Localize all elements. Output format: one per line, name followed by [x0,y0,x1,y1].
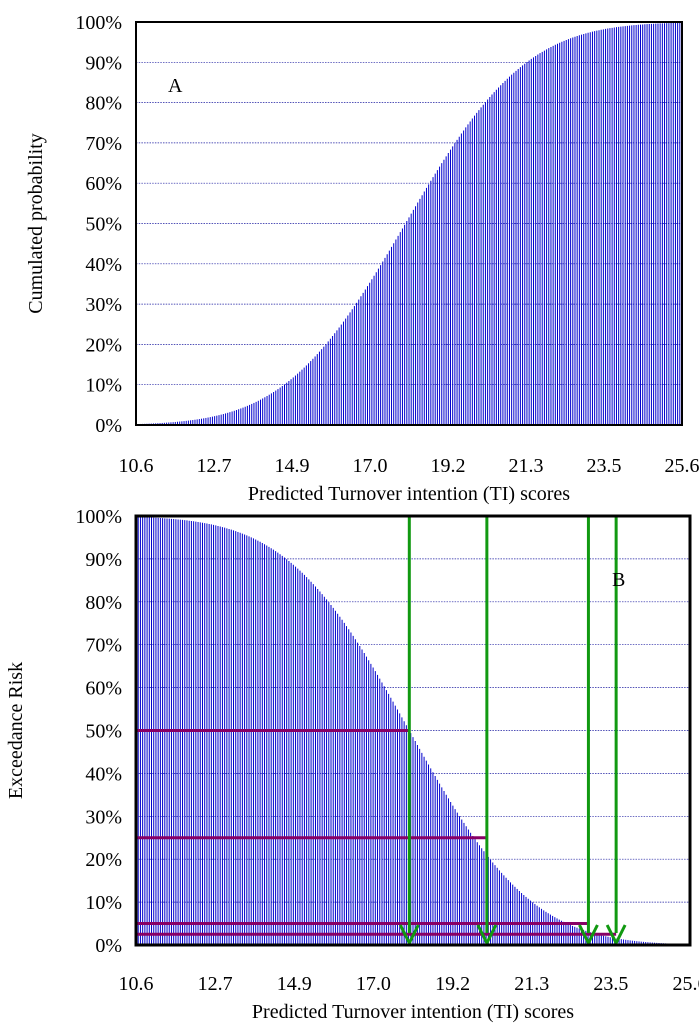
risk-arrow-head [476,924,498,947]
x-tick-label: 25.6 [665,455,699,477]
y-tick-label: 10% [85,375,122,397]
y-tick-label: 0% [95,935,122,957]
y-tick-label: 20% [85,849,122,871]
x-tick-label: 17.0 [353,455,388,477]
y-tick-label: 80% [85,592,122,614]
y-tick-label: 50% [85,214,122,236]
y-tick-label: 90% [85,52,122,74]
y-ticks-b: 0% 10% 20% 30% 40% 50% 60% 70% 80% 90% 100% [75,506,122,957]
x-tick-label: 12.7 [197,455,232,477]
panel-a: 0% 10% 20% 30% 40% 50% 60% 70% 80% 90% 100% 10.6 12… [25,12,699,505]
x-tick-label: 14.9 [275,455,310,477]
y-tick-label: 40% [85,254,122,276]
x-axis-label-a: Predicted Turnover intention (TI) scores [248,483,570,505]
x-tick-label: 23.5 [593,973,628,995]
x-tick-label: 21.3 [509,455,544,477]
plot-area-a [135,21,683,426]
y-tick-label: 30% [85,294,122,316]
panel-label-b: B [612,569,625,591]
risk-lines-b [136,729,617,936]
bars-a [137,22,683,425]
y-axis-label-b: Exceedance Risk [5,662,27,799]
risk-arrow-head [398,924,420,947]
y-tick-label: 30% [85,806,122,828]
y-tick-label: 70% [85,635,122,657]
plot-area-b [134,514,692,947]
risk-arrows-b [398,516,627,947]
y-tick-label: 100% [75,12,122,34]
y-ticks-a: 0% 10% 20% 30% 40% 50% 60% 70% 80% 90% 100% [75,12,122,437]
y-tick-label: 0% [95,415,122,437]
x-ticks-b: 10.6 12.7 14.9 17.0 19.2 21.3 23.5 25.6 [119,973,699,995]
x-tick-label: 21.3 [514,973,549,995]
y-tick-label: 10% [85,892,122,914]
x-tick-label: 17.0 [356,973,391,995]
y-tick-label: 50% [85,721,122,743]
y-tick-label: 60% [85,173,122,195]
x-axis-label-b: Predicted Turnover intention (TI) scores [252,1001,574,1023]
x-tick-label: 10.6 [119,455,154,477]
x-tick-label: 10.6 [119,973,154,995]
y-tick-label: 40% [85,763,122,785]
x-ticks-a: 10.6 12.7 14.9 17.0 19.2 21.3 23.5 25.6 [119,455,699,477]
y-tick-label: 90% [85,549,122,571]
y-tick-label: 70% [85,133,122,155]
y-tick-label: 60% [85,678,122,700]
x-tick-label: 12.7 [198,973,233,995]
x-tick-label: 19.2 [431,455,466,477]
x-tick-label: 14.9 [277,973,312,995]
x-tick-label: 25.6 [673,973,699,995]
risk-arrow-head [605,924,627,947]
y-axis-label-a: Cumulated probability [25,133,47,314]
y-tick-label: 80% [85,93,122,115]
y-tick-label: 20% [85,334,122,356]
risk-arrow-head [578,924,599,947]
x-tick-label: 19.2 [435,973,470,995]
y-tick-label: 100% [75,506,122,528]
panel-label-a: A [168,75,183,97]
panel-b: 0% 10% 20% 30% 40% 50% 60% 70% 80% 90% 100% 10.6 12… [5,506,699,1023]
x-tick-label: 23.5 [587,455,622,477]
